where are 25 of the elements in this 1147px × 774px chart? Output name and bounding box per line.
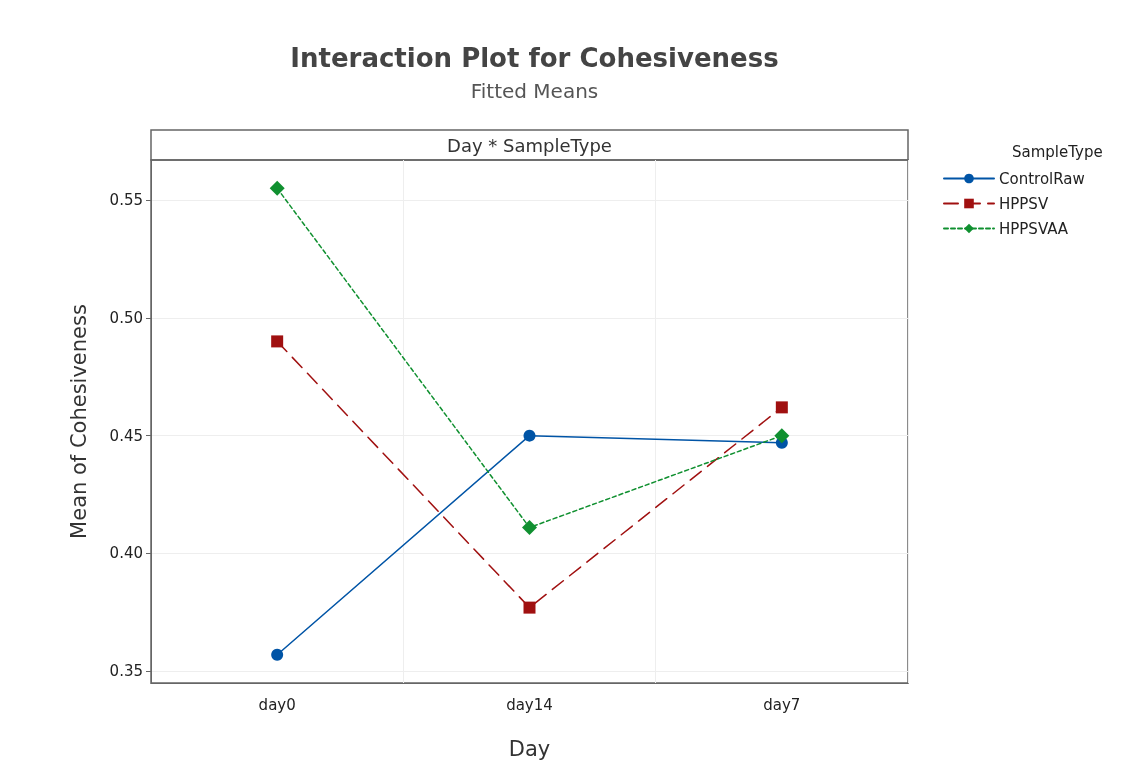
y-tick-label: 0.50 bbox=[109, 308, 143, 327]
x-tick-label: day7 bbox=[763, 695, 801, 714]
x-axis-title: Day bbox=[508, 736, 551, 761]
point bbox=[774, 428, 790, 444]
y-tick-label: 0.55 bbox=[109, 191, 143, 210]
chart-subtitle: Fitted Means bbox=[470, 79, 599, 103]
point bbox=[271, 648, 284, 661]
point bbox=[269, 180, 285, 196]
chart-title: Interaction Plot for Cohesiveness bbox=[290, 43, 779, 73]
x-tick-label: day0 bbox=[258, 695, 296, 714]
text: Day * SampleType bbox=[447, 134, 612, 156]
legend-label: ControlRaw bbox=[999, 169, 1085, 188]
legend-label: HPPSV bbox=[999, 194, 1049, 213]
point bbox=[523, 601, 536, 614]
y-tick-label: 0.35 bbox=[109, 662, 143, 681]
y-tick-label: 0.45 bbox=[109, 426, 143, 445]
point bbox=[775, 401, 788, 414]
y-axis-title: Mean of Cohesiveness bbox=[66, 304, 91, 539]
point bbox=[523, 429, 536, 442]
x-tick-label: day14 bbox=[506, 695, 553, 714]
point bbox=[271, 335, 284, 348]
legend-label: HPPSVAA bbox=[999, 219, 1069, 238]
y-tick-label: 0.40 bbox=[109, 544, 143, 563]
point bbox=[522, 520, 537, 536]
legend-title: SampleType bbox=[1012, 142, 1103, 161]
